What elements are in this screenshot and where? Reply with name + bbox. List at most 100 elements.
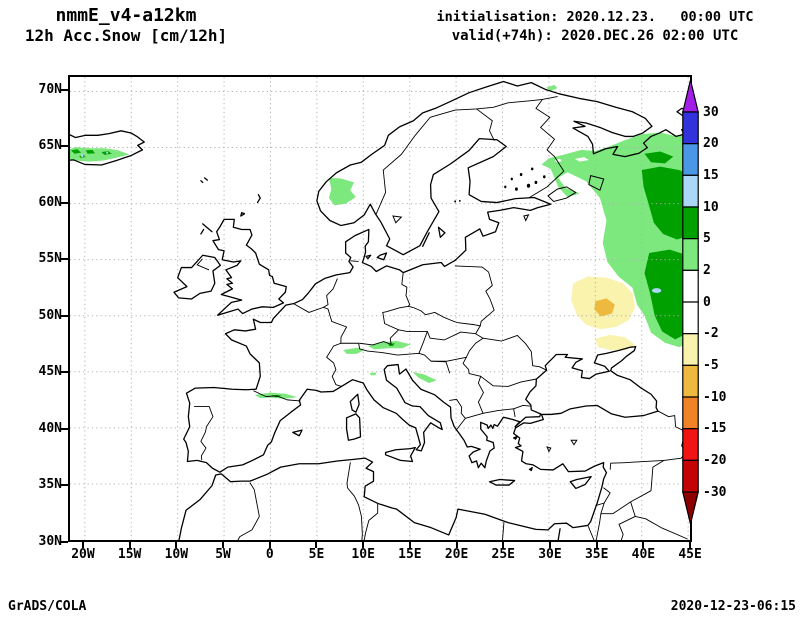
lon-tick-label: 20E [444, 547, 469, 562]
coast-faroe [201, 178, 207, 182]
lon-tick-label: 20W [71, 547, 95, 562]
lon-tick [222, 542, 225, 548]
coast-mallorca [293, 430, 302, 436]
colorbar-arrow-bottom [682, 491, 699, 525]
snow-spot-east [651, 288, 662, 294]
lon-tick [689, 542, 692, 548]
lon-tick [315, 542, 318, 548]
lon-tick [362, 542, 365, 548]
lon-tick-label: 15W [117, 547, 142, 562]
colorbar-segment [682, 111, 699, 145]
colorbar-segment [682, 301, 699, 335]
coast-corsica [350, 394, 359, 412]
snow-core-east-top [644, 151, 674, 164]
lat-tick [61, 201, 68, 204]
colorbar-segment [682, 396, 699, 430]
lat-tick [61, 371, 68, 374]
snow-core-east-north [641, 166, 690, 240]
lon-tick-label: 10W [164, 547, 189, 562]
initialisation-label: initialisation: 2020.12.23. 00:00 UTC [436, 9, 754, 25]
lon-tick-label: 35E [584, 547, 609, 562]
coast-mainland [179, 81, 690, 540]
lon-tick [502, 542, 505, 548]
lat-tick-label: 55N [38, 251, 62, 267]
lake-vanern [393, 216, 401, 223]
coastline-layer [70, 77, 690, 540]
lon-tick-label: 5E [308, 547, 325, 562]
colorbar-level-label: 10 [703, 199, 719, 215]
lat-tick [61, 484, 68, 487]
coast-sicily [386, 448, 416, 462]
coast-iceland [70, 131, 144, 165]
title-block: nmmE_v4-a12km 12h Acc.Snow [cm/12h] [14, 6, 238, 46]
coast-crete [490, 479, 515, 485]
lat-tick-label: 45N [38, 364, 62, 380]
river-nile [558, 529, 560, 540]
lat-tick-label: 70N [38, 81, 62, 97]
colorbar-level-label: 0 [703, 294, 711, 310]
lon-tick-label: 15E [398, 547, 422, 562]
coast-gotland [438, 227, 444, 237]
coast-cyprus [570, 477, 591, 489]
lake-egirdir [547, 447, 551, 451]
lon-tick-label: 30E [538, 547, 562, 562]
snow-spot-iceland [80, 153, 84, 158]
lat-tick-label: 40N [38, 420, 62, 436]
colorbar-level-label: -5 [703, 357, 719, 373]
lon-tick-label: 45E [678, 547, 702, 562]
finland-lakes [454, 167, 546, 203]
grads-credit: GrADS/COLA [8, 599, 87, 614]
lat-tick [61, 145, 68, 148]
lon-tick [455, 542, 458, 548]
lon-tick-label: 10E [351, 547, 375, 562]
colorbar-level-label: -20 [703, 452, 727, 468]
lat-tick [61, 541, 68, 543]
snow-shading-layer [70, 84, 690, 399]
coast-hebrides [201, 224, 212, 234]
coast-orkney [241, 213, 245, 216]
snow-patch-finnmark [546, 84, 558, 92]
lon-tick [175, 542, 178, 548]
coast-ireland [174, 255, 220, 299]
coast-lesbos [514, 436, 518, 439]
coast-great-britain [213, 219, 286, 315]
lat-tick-label: 35N [38, 477, 62, 493]
lake-onega [589, 176, 604, 191]
lon-tick [642, 542, 645, 548]
lon-tick [81, 542, 84, 548]
colorbar-segment [682, 364, 699, 398]
colorbar-level-label: -15 [703, 421, 727, 437]
lon-tick-label: 40E [631, 547, 656, 562]
snow-core-east-south [644, 249, 690, 340]
colorbar-segment [682, 143, 699, 176]
snow-gap-band [554, 157, 589, 163]
snow-patch-apennine [369, 372, 377, 376]
snow-patch-dinaric [412, 371, 437, 384]
colorbar-segment [682, 174, 699, 208]
colorbar-segment [682, 459, 699, 493]
product-title: 12h Acc.Snow [cm/12h] [24, 26, 228, 45]
map-plot-area [68, 75, 692, 542]
lat-tick-label: 60N [38, 194, 62, 210]
colorbar-segment [682, 333, 699, 366]
lon-tick-label: 5W [215, 547, 231, 562]
creation-timestamp: 2020-12-23-06:15 [670, 599, 796, 614]
lon-tick-label: 25E [491, 547, 516, 562]
lat-tick-label: 50N [38, 307, 62, 323]
colorbar-level-label: 20 [703, 136, 719, 152]
lon-tick [268, 542, 271, 548]
lon-tick [128, 542, 131, 548]
colorbar [682, 79, 699, 526]
lat-tick [61, 258, 68, 261]
lake-ladoga [548, 187, 576, 202]
valid-label: valid(+74h): 2020.DEC.26 02:00 UTC [451, 28, 739, 44]
lat-tick [61, 314, 68, 317]
colorbar-segment [682, 428, 699, 461]
negative-area-azov [595, 334, 636, 351]
lake-peipus [524, 215, 529, 221]
negative-core-main [594, 298, 615, 317]
colorbar-level-label: -30 [703, 484, 727, 500]
colorbar-level-label: 5 [703, 231, 711, 247]
snow-patch-norway [328, 177, 356, 206]
